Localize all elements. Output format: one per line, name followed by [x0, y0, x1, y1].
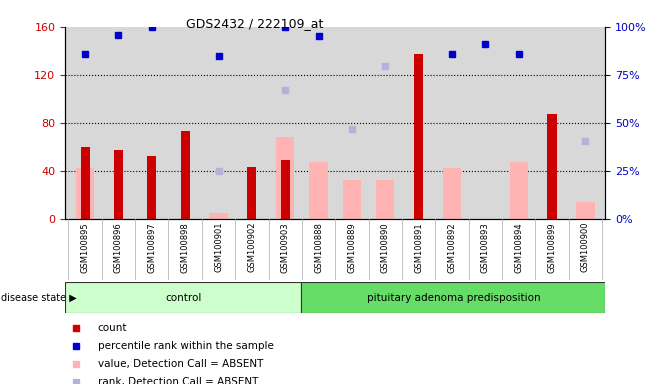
Text: GSM100901: GSM100901 — [214, 222, 223, 273]
Bar — [510, 162, 528, 219]
Text: GSM100896: GSM100896 — [114, 222, 123, 273]
Text: GSM100890: GSM100890 — [381, 222, 390, 273]
Text: GSM100902: GSM100902 — [247, 222, 256, 273]
Text: rank, Detection Call = ABSENT: rank, Detection Call = ABSENT — [98, 377, 258, 384]
Bar — [276, 137, 294, 219]
Bar — [81, 147, 90, 219]
Text: GSM100891: GSM100891 — [414, 222, 423, 273]
Text: disease state ▶: disease state ▶ — [1, 293, 76, 303]
Text: GSM100900: GSM100900 — [581, 222, 590, 273]
Bar — [114, 151, 123, 219]
Bar — [247, 167, 256, 219]
Bar — [576, 202, 594, 219]
Text: value, Detection Call = ABSENT: value, Detection Call = ABSENT — [98, 359, 263, 369]
Text: GSM100889: GSM100889 — [348, 222, 357, 273]
Text: GSM100898: GSM100898 — [181, 222, 189, 273]
Text: GSM100888: GSM100888 — [314, 222, 323, 273]
Text: GSM100903: GSM100903 — [281, 222, 290, 273]
Bar — [309, 162, 327, 219]
Text: GDS2432 / 222109_at: GDS2432 / 222109_at — [186, 17, 323, 30]
Text: GSM100893: GSM100893 — [481, 222, 490, 273]
Bar — [376, 180, 395, 219]
Text: GSM100899: GSM100899 — [547, 222, 557, 273]
Bar — [343, 180, 361, 219]
Text: percentile rank within the sample: percentile rank within the sample — [98, 341, 273, 351]
Bar — [414, 55, 423, 219]
Text: count: count — [98, 323, 127, 333]
Text: pituitary adenoma predisposition: pituitary adenoma predisposition — [367, 293, 540, 303]
Text: GSM100897: GSM100897 — [147, 222, 156, 273]
Bar — [210, 213, 228, 219]
Bar — [443, 169, 461, 219]
FancyBboxPatch shape — [65, 282, 301, 313]
Text: control: control — [165, 293, 202, 303]
FancyBboxPatch shape — [301, 282, 605, 313]
Text: GSM100895: GSM100895 — [81, 222, 90, 273]
Bar — [281, 160, 290, 219]
Text: GSM100894: GSM100894 — [514, 222, 523, 273]
Bar — [76, 169, 94, 219]
Bar — [147, 157, 156, 219]
Bar — [180, 131, 189, 219]
Bar — [547, 114, 557, 219]
Text: GSM100892: GSM100892 — [447, 222, 456, 273]
